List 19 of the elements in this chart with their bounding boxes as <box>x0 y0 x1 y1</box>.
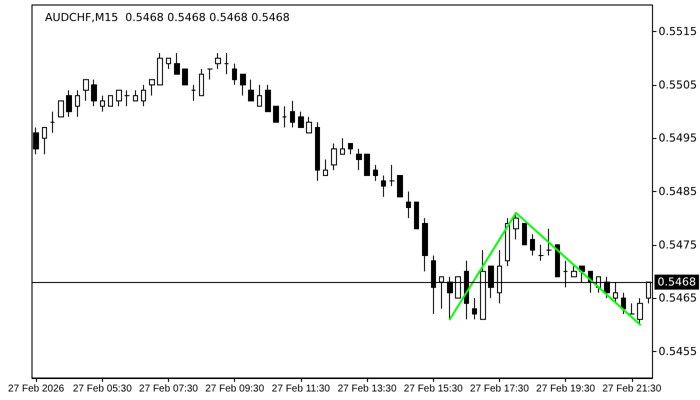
x-tick-label: 27 Feb 17:30 <box>470 384 530 394</box>
x-tick-label: 27 Feb 2026 <box>8 384 65 394</box>
x-tick-label: 27 Feb 07:30 <box>139 384 198 394</box>
x-tick-label: 27 Feb 15:30 <box>404 384 464 394</box>
x-tick-label: 27 Feb 13:30 <box>338 384 397 394</box>
y-tick-label: 0.5515 <box>658 25 698 38</box>
x-tick-label: 27 Feb 19:30 <box>536 384 596 394</box>
y-tick-label: 0.5505 <box>658 78 698 92</box>
y-tick-label: 0.5465 <box>658 292 698 305</box>
x-tick-label: 27 Feb 05:30 <box>72 384 132 394</box>
ref-line-label: 0.5468 <box>658 276 696 289</box>
y-tick-label: 0.5485 <box>658 185 698 198</box>
x-tick-label: 27 Feb 09:30 <box>205 384 265 394</box>
x-tick-label: 27 Feb 21:30 <box>602 384 662 394</box>
text: AUDCHF,M15 0.5468 0.5468 0.5468 0.5468 <box>45 11 290 24</box>
x-tick-label: 27 Feb 11:30 <box>272 384 330 394</box>
y-tick-label: 0.5475 <box>658 238 698 252</box>
y-tick-label: 0.5495 <box>658 132 698 145</box>
y-tick-label: 0.5455 <box>658 344 698 358</box>
